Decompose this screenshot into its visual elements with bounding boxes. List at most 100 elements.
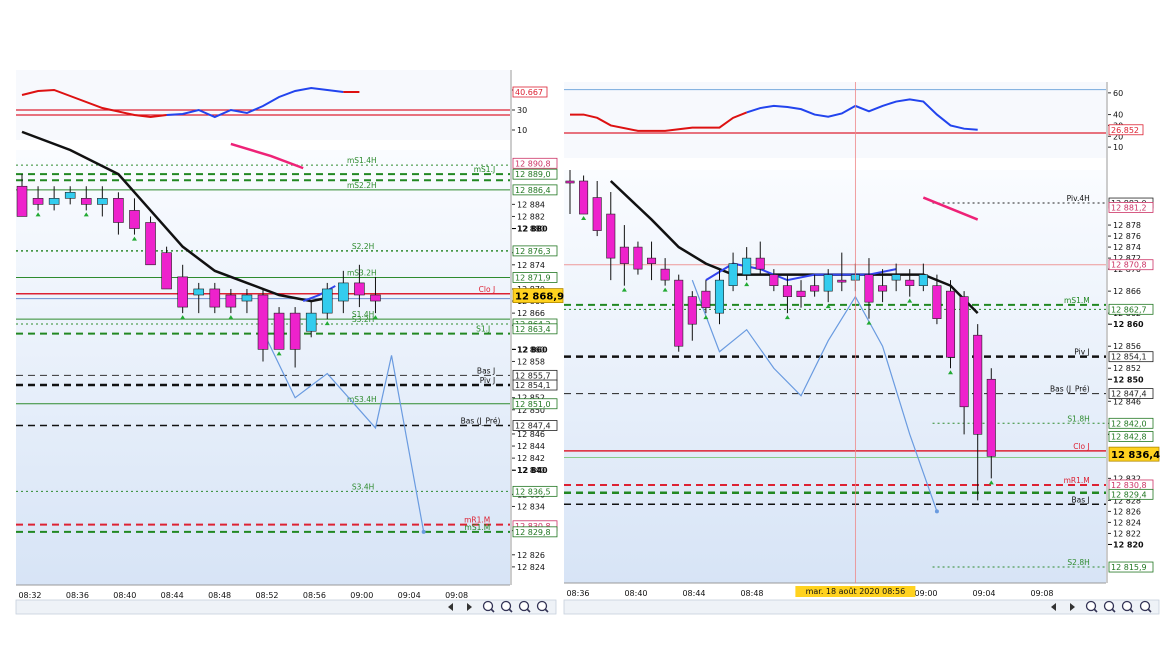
zoom-out-icon[interactable] [500,600,513,613]
buy-arrow-icon [228,315,234,320]
blue-trend-line [705,262,897,282]
x-tick-label: 09:00 [350,591,373,600]
level-value-label: 12 870,8 [1111,261,1147,270]
candle [48,186,60,211]
zoom-fit-icon[interactable] [518,600,531,613]
candle-body [209,288,221,308]
scroll-right-icon[interactable] [1070,603,1075,611]
candle [32,186,44,217]
candle-body [769,274,779,286]
candle [796,280,806,308]
price-tick-label: 12 866 [1113,287,1141,296]
osc-tick-label: 20 [1113,132,1123,141]
candle-body [918,274,928,286]
price-tick-label: 12 878 [1113,221,1141,230]
price-tick-label-bold: 12 860 [1113,320,1144,329]
zoom-in-icon[interactable] [1085,600,1098,613]
x-tick-label: 09:08 [1030,589,1053,598]
level-value-box [1108,388,1154,399]
zoom-out-icon-lens [500,600,512,612]
candle [973,324,983,501]
level-label: mR1.M [1064,476,1090,485]
level-label: S2.2H [352,242,374,251]
buy-arrow-icon [784,315,790,320]
scroll-right-icon[interactable] [467,603,472,611]
candle-body [687,296,697,325]
scrollbar-track[interactable] [15,599,557,615]
candle-body [986,378,996,457]
last-price-box [512,288,564,304]
candle-body [305,312,317,332]
buy-arrow-icon [372,315,378,320]
candle [177,264,188,320]
zoom-reset-icon[interactable] [536,600,549,613]
level-value-label: 12 855,7 [515,371,551,380]
zoom-reset-icon[interactable] [1139,600,1152,613]
candle-body [113,198,124,223]
level-value-box [1108,431,1154,442]
level-value-box [1108,488,1154,500]
buy-arrow-icon [948,370,954,375]
candle [16,174,28,217]
buy-arrow-icon [276,351,282,356]
price-tick-label: 12 826 [517,551,545,560]
price-tick-label: 12 844 [517,442,545,451]
zoom-out-icon-lens [1103,600,1115,612]
candle [728,252,738,292]
candle-body [932,285,942,319]
price-tick-label: 12 824 [517,563,545,572]
candle [769,269,779,292]
level-value-label: 12 889,0 [515,170,551,179]
price-area [564,170,1106,583]
candle-body [633,246,643,270]
osc-tick-label: 10 [517,126,527,135]
level-value-box [512,420,558,431]
zoom-fit-icon-lens [1121,600,1133,612]
zoom-fit-icon[interactable] [1121,600,1134,613]
level-value-label: 12 829,8 [515,528,551,537]
last-price-label: 12 836,4 [1111,450,1160,461]
zoom-out-icon[interactable] [1103,600,1116,613]
scroll-left-icon-shape [1051,603,1056,611]
candle-body [321,288,333,314]
price-tick-label: 12 856 [1113,342,1141,351]
level-value-box [1108,561,1154,573]
scroll-left-icon[interactable] [1051,603,1056,611]
level-label: mS1.4H [347,156,377,165]
price-tick-label: 12 842 [517,454,545,463]
candle [878,269,888,303]
x-tick-label: 08:40 [624,589,647,598]
candle [619,225,629,292]
candle-body [782,285,792,297]
level-label: mS3.4H [347,395,377,404]
candle [193,282,205,314]
price-tick-label-bold: 12 820 [1113,540,1144,549]
price-tick-label: 12 860 [517,345,545,354]
x-axis-area [16,585,510,600]
candle-body [592,197,602,231]
price-tick-label: 12 846 [1113,397,1141,406]
level-label: S1.J [476,325,490,334]
scroll-left-icon[interactable] [448,603,453,611]
zoom-reset-icon-lens [1139,600,1151,612]
zoom-in-icon[interactable] [482,600,495,613]
candle [370,276,381,320]
x-tick-label: 08:36 [566,589,589,598]
level-label: mS1.J [474,165,495,174]
projection-path [691,279,938,512]
candle-body [225,294,237,308]
level-value-label: 12 829,4 [1111,490,1147,499]
level-value-box [512,157,558,169]
last-price-label: 12 868,9 [515,292,564,303]
level-label: S3.2H [352,315,374,324]
candle [129,198,140,241]
level-value-label: 12 876,3 [515,247,551,256]
buy-arrow-icon [907,298,913,303]
level-value-box [1108,202,1154,213]
zoom-reset-icon-lens [536,600,548,612]
level-value-label: 12 847,4 [1111,390,1147,399]
candle-body [701,290,711,308]
candle-body [796,290,806,297]
candle-body [177,276,188,308]
scrollbar-track[interactable] [563,599,1160,615]
